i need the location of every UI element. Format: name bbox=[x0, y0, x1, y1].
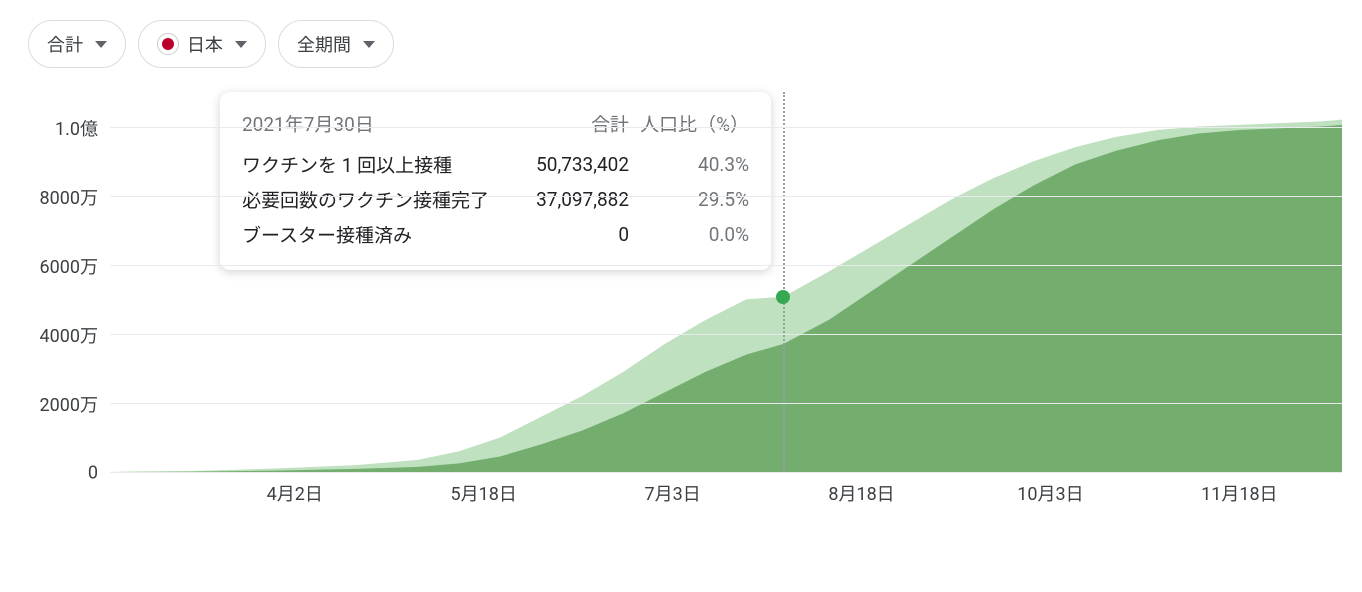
japan-flag-icon bbox=[157, 33, 179, 55]
tooltip-row-label: ワクチンを 1 回以上接種 bbox=[242, 151, 489, 178]
x-axis-label: 7月3日 bbox=[644, 480, 700, 506]
tooltip-row-pct: 29.5% bbox=[629, 188, 749, 211]
tooltip-row-value: 0 bbox=[489, 223, 629, 246]
tooltip-row-value: 50,733,402 bbox=[489, 153, 629, 176]
country-label: 日本 bbox=[187, 31, 223, 57]
tooltip-total-header: 合計 bbox=[489, 110, 629, 137]
tooltip-row-pct: 40.3% bbox=[629, 153, 749, 176]
x-axis-label: 8月18日 bbox=[828, 480, 894, 506]
tooltip-row: ブースター接種済み00.0% bbox=[242, 217, 749, 252]
chart-plot-area[interactable]: 2021年7月30日 合計 人口比（%） ワクチンを 1 回以上接種50,733… bbox=[110, 92, 1342, 472]
metric-selector[interactable]: 合計 bbox=[28, 20, 126, 68]
y-axis-label: 6000万 bbox=[40, 253, 110, 279]
metric-label: 合計 bbox=[47, 31, 83, 57]
tooltip-row-label: 必要回数のワクチン接種完了 bbox=[242, 186, 489, 213]
chevron-down-icon bbox=[235, 41, 247, 48]
chart-container: 2021年7月30日 合計 人口比（%） ワクチンを 1 回以上接種50,733… bbox=[20, 92, 1342, 510]
tooltip-row-label: ブースター接種済み bbox=[242, 221, 489, 248]
gridline: 2000万 bbox=[110, 403, 1342, 404]
tooltip-row-pct: 0.0% bbox=[629, 223, 749, 246]
tooltip-date: 2021年7月30日 bbox=[242, 110, 489, 137]
chevron-down-icon bbox=[363, 41, 375, 48]
x-axis-label: 4月2日 bbox=[267, 480, 323, 506]
period-label: 全期間 bbox=[297, 31, 351, 57]
gridline: 4000万 bbox=[110, 334, 1342, 335]
y-axis-label: 8000万 bbox=[40, 184, 110, 210]
hover-guideline bbox=[783, 92, 785, 472]
y-axis-label: 1.0億 bbox=[55, 115, 110, 141]
gridline: 6000万 bbox=[110, 265, 1342, 266]
y-axis-label: 0 bbox=[88, 463, 110, 484]
period-selector[interactable]: 全期間 bbox=[278, 20, 394, 68]
gridline: 8000万 bbox=[110, 196, 1342, 197]
x-axis: 4月2日5月18日7月3日8月18日10月3日11月18日1月3日 bbox=[110, 480, 1342, 510]
chevron-down-icon bbox=[95, 41, 107, 48]
y-axis-label: 4000万 bbox=[40, 322, 110, 348]
y-axis-label: 2000万 bbox=[40, 391, 110, 417]
chart-tooltip: 2021年7月30日 合計 人口比（%） ワクチンを 1 回以上接種50,733… bbox=[220, 92, 771, 270]
gridline: 1.0億 bbox=[110, 127, 1342, 128]
hover-point-marker bbox=[776, 290, 790, 304]
tooltip-row: 必要回数のワクチン接種完了37,097,88229.5% bbox=[242, 182, 749, 217]
country-selector[interactable]: 日本 bbox=[138, 20, 266, 68]
tooltip-row-value: 37,097,882 bbox=[489, 188, 629, 211]
gridline: 0 bbox=[110, 472, 1342, 473]
x-axis-label: 10月3日 bbox=[1017, 480, 1083, 506]
filter-controls: 合計 日本 全期間 bbox=[20, 20, 1342, 68]
x-axis-label: 11月18日 bbox=[1201, 480, 1277, 506]
x-axis-label: 5月18日 bbox=[451, 480, 517, 506]
tooltip-pct-header: 人口比（%） bbox=[629, 110, 749, 137]
tooltip-row: ワクチンを 1 回以上接種50,733,40240.3% bbox=[242, 147, 749, 182]
